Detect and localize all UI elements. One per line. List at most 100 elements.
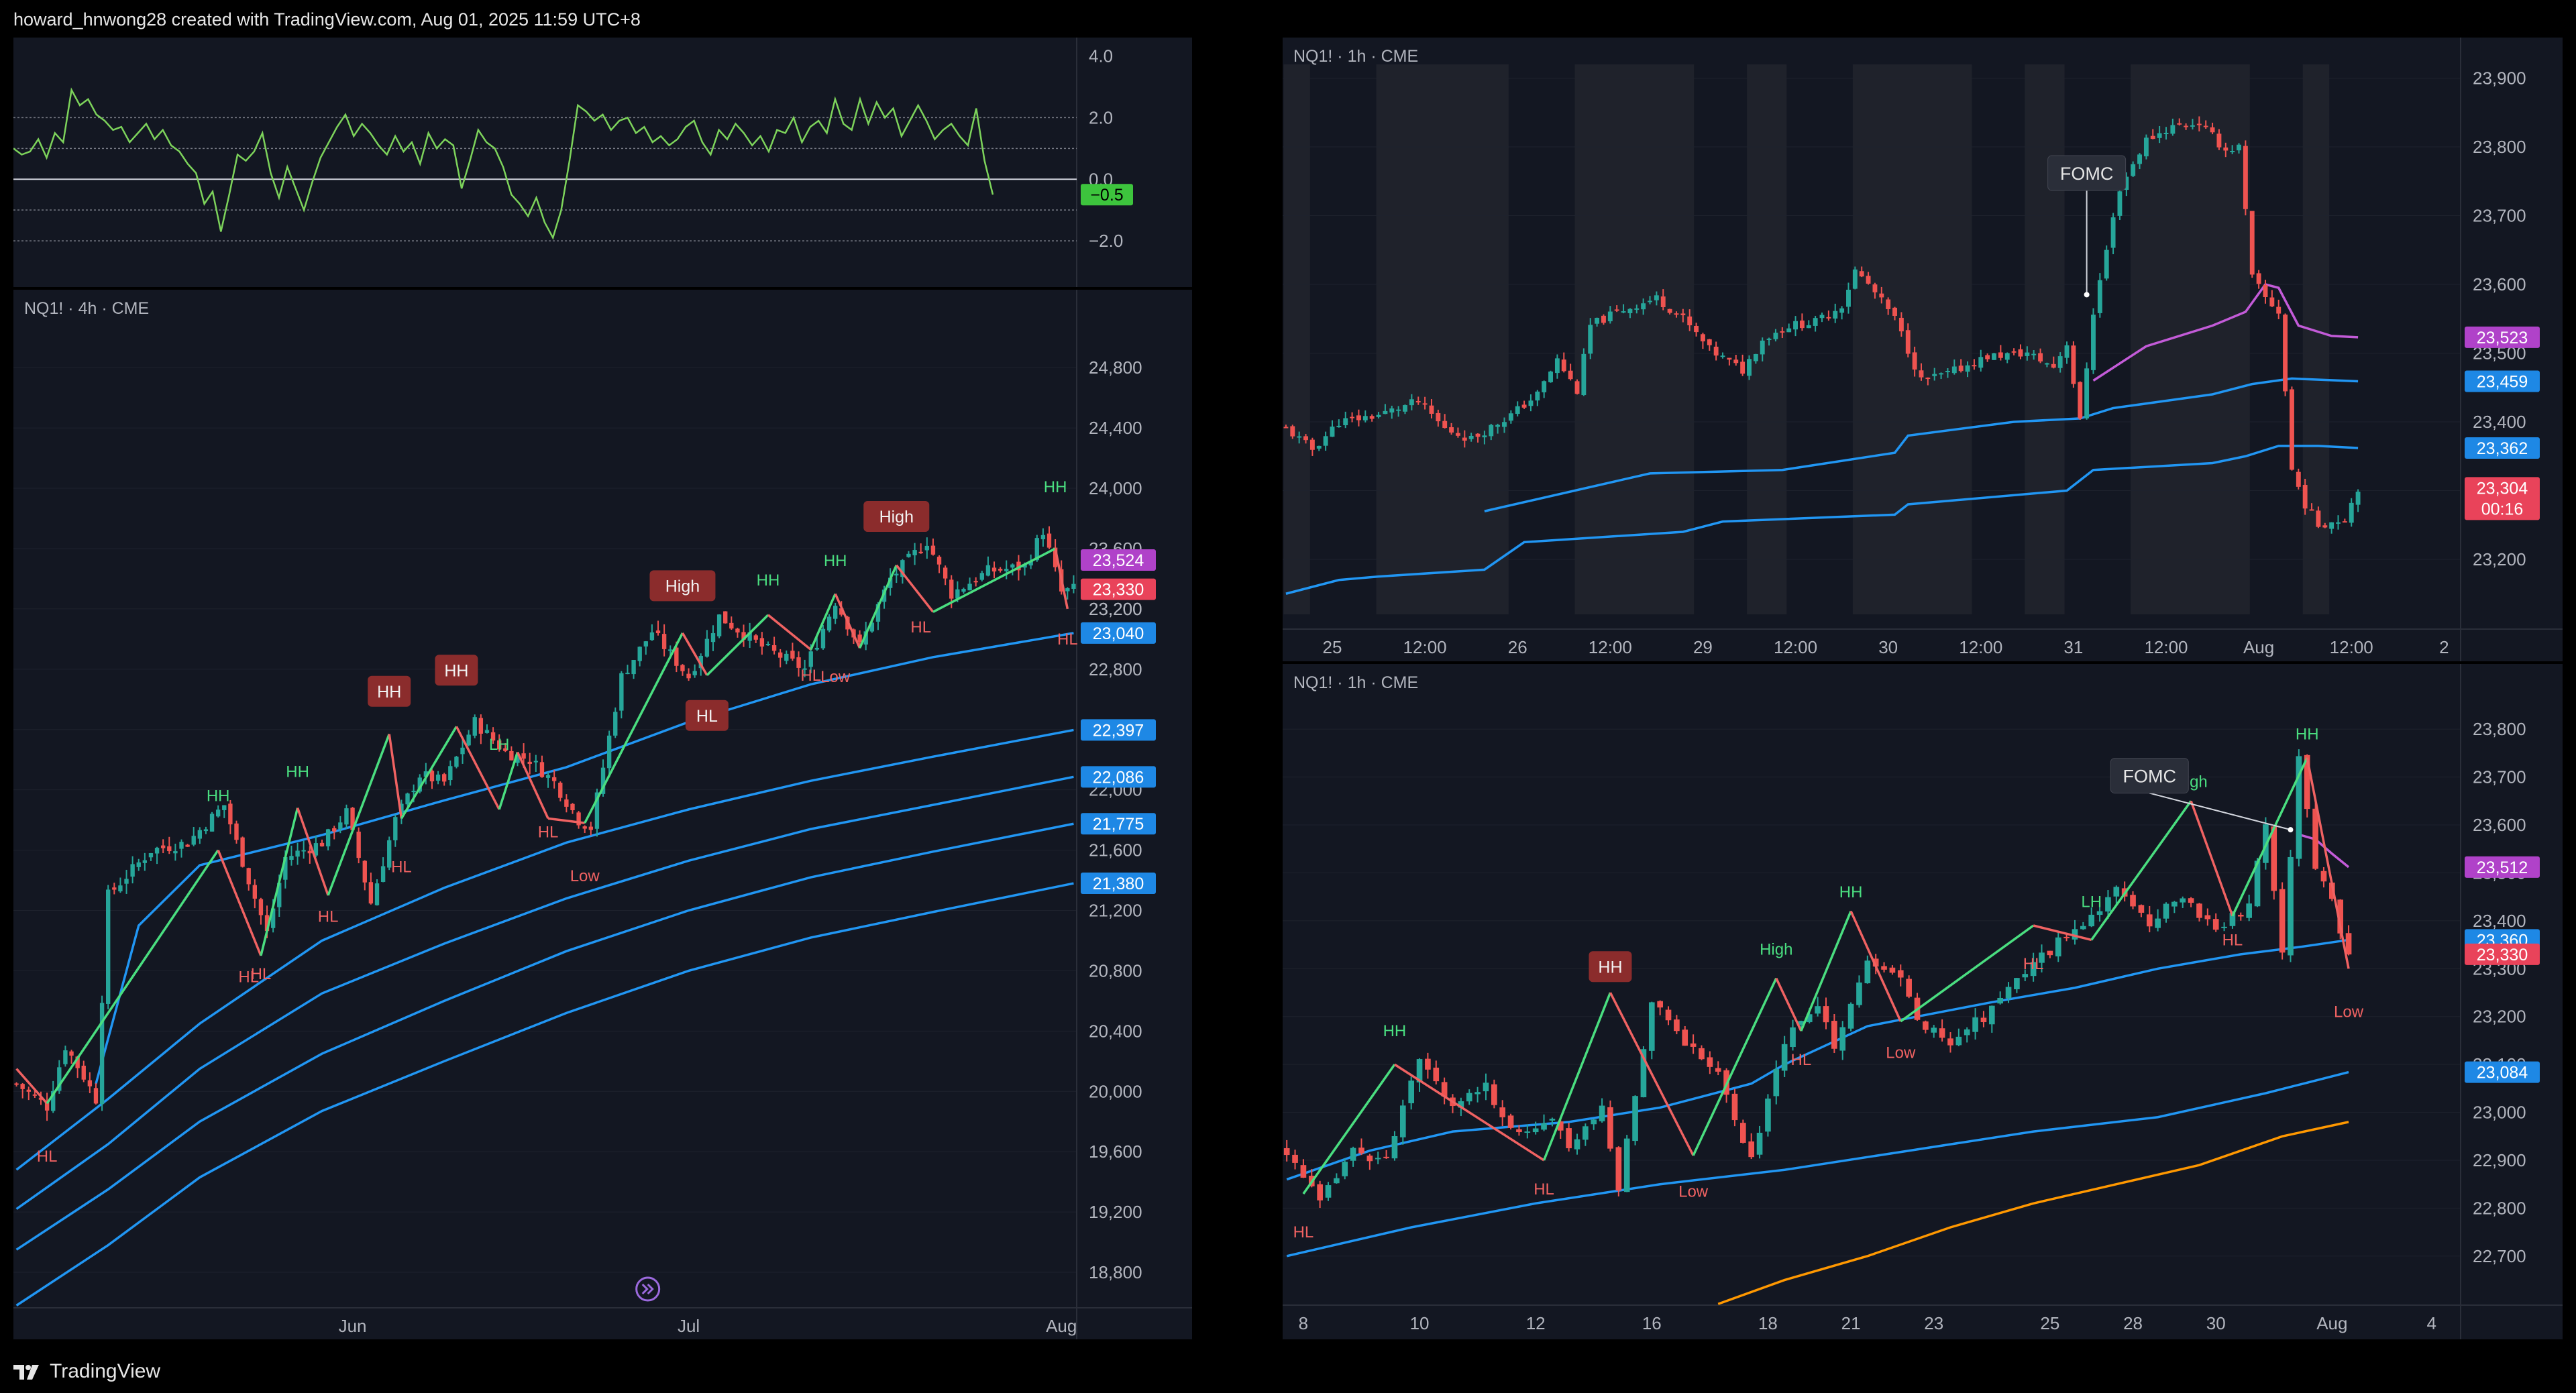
- oscillator-panel[interactable]: 4.0 2.0 0.0 −2.0 −0.5: [13, 38, 1192, 287]
- candle: [1403, 404, 1407, 414]
- candle: [1947, 1032, 1953, 1053]
- candle-body: [1815, 1006, 1821, 1014]
- candle-body: [1396, 409, 1401, 411]
- candle: [1864, 955, 1871, 984]
- candle: [894, 566, 899, 583]
- candle-body: [1283, 427, 1289, 429]
- candle: [1366, 1154, 1373, 1170]
- candle-body: [1362, 416, 1368, 421]
- candle: [1748, 1133, 1755, 1160]
- chart-1h-bottom[interactable]: 23,80023,70023,60023,50023,40023,30023,2…: [1283, 664, 2563, 1339]
- candle-body: [106, 889, 111, 1004]
- candle-body: [723, 611, 728, 624]
- candle: [2329, 522, 2334, 534]
- candle: [173, 843, 178, 861]
- y-tick-label: 24,400: [1089, 418, 1142, 438]
- candle-body: [142, 860, 148, 863]
- candle-body: [1687, 316, 1693, 326]
- zigzag-segment: [217, 849, 262, 956]
- candle: [1964, 1027, 1970, 1043]
- candle-body: [203, 829, 209, 832]
- price-box-label: 23,512: [2477, 858, 2528, 877]
- candle-body: [1998, 352, 2003, 358]
- chart-4h[interactable]: 24,80024,40024,00023,60023,20022,80022,4…: [13, 290, 1192, 1339]
- y-tick-label: 20,800: [1089, 960, 1142, 981]
- candle: [545, 771, 551, 788]
- candle-body: [240, 837, 245, 867]
- candle-body: [2117, 191, 2123, 216]
- candle: [460, 739, 465, 764]
- candle: [57, 1060, 62, 1094]
- zigzag-segment: [1800, 910, 1852, 1032]
- price-box: [1081, 622, 1156, 644]
- x-tick-label: Jun: [339, 1316, 367, 1336]
- candle: [2131, 161, 2136, 177]
- chart-1h-top-panel[interactable]: NQ1! · 1h · CME 23,900 23,800 23,700 23,600…: [1283, 38, 2563, 661]
- candle: [1532, 1121, 1539, 1135]
- candle-body: [368, 882, 374, 904]
- candle-body: [2157, 133, 2162, 138]
- candle: [1939, 1019, 1945, 1042]
- candle-body: [515, 754, 520, 763]
- candle: [1985, 353, 1990, 362]
- candle-body: [710, 633, 716, 643]
- x-tick-label: 29: [1693, 637, 1713, 657]
- chart-4h-panel[interactable]: NQ1! · 4h · CME 24,800 24,400 24,000 23,600…: [13, 290, 1192, 1339]
- candle: [1912, 346, 1917, 377]
- candle: [1507, 1113, 1514, 1130]
- zigzag-segment: [2090, 800, 2192, 941]
- candle: [106, 885, 111, 1009]
- candle: [1753, 353, 1758, 364]
- price-box: [2465, 1061, 2540, 1083]
- candle: [1694, 323, 1699, 337]
- zigzag-segment: [584, 632, 684, 824]
- candle-body: [1016, 561, 1021, 571]
- candle-body: [1574, 1139, 1580, 1150]
- candle: [1323, 431, 1328, 451]
- candle-body: [234, 823, 239, 840]
- y-tick-label: 21,200: [1089, 901, 1142, 921]
- chart-1h-top[interactable]: 23,90023,80023,70023,60023,50023,40023,3…: [1283, 38, 2563, 661]
- candle-body: [1532, 1128, 1539, 1133]
- candle: [2342, 518, 2347, 523]
- pivot-label-text: LH: [489, 736, 510, 754]
- candle: [1334, 1173, 1340, 1184]
- oscillator-chart[interactable]: 4.02.00.0−2.0−0.5: [13, 38, 1192, 287]
- chart-1h-bottom-panel[interactable]: NQ1! · 1h · CME 23,80023,70023,60023,500…: [1283, 664, 2563, 1339]
- candle-body: [1389, 408, 1395, 413]
- candle-body: [1713, 346, 1719, 356]
- candle: [2064, 341, 2070, 364]
- x-tick-label: 21: [1841, 1313, 1861, 1333]
- candle: [429, 769, 435, 789]
- price-box-label: 23,362: [2477, 439, 2528, 458]
- candle: [1309, 437, 1315, 456]
- candle: [2320, 867, 2327, 888]
- candle: [325, 828, 331, 850]
- candle-body: [2071, 345, 2076, 384]
- candle: [1665, 1006, 1672, 1025]
- candle-body: [1826, 317, 1831, 319]
- candle-body: [1343, 418, 1348, 425]
- candle: [209, 812, 215, 832]
- candle-body: [833, 606, 838, 619]
- chart-1h-top-title: NQ1! · 1h · CME: [1293, 47, 1419, 66]
- candle: [87, 1072, 93, 1093]
- candle-body: [1872, 284, 1878, 292]
- candle-body: [686, 673, 691, 679]
- candle-body: [1972, 365, 1977, 367]
- zigzag-segment: [1900, 924, 2035, 1023]
- zigzag-segment: [327, 733, 390, 896]
- tradingview-logo[interactable]: TradingView: [13, 1360, 160, 1383]
- candle: [594, 788, 600, 837]
- candle: [1955, 1028, 1962, 1046]
- ema-line-ema-low: [1285, 445, 2359, 595]
- candle: [564, 794, 569, 813]
- candle: [1409, 394, 1414, 410]
- candle: [2316, 506, 2321, 528]
- candle: [2071, 341, 2076, 388]
- candle-body: [594, 792, 600, 829]
- candle-body: [2230, 151, 2235, 153]
- annotation-point: [2084, 292, 2090, 298]
- pivot-label-text: LH: [2081, 893, 2102, 911]
- candle: [148, 852, 154, 861]
